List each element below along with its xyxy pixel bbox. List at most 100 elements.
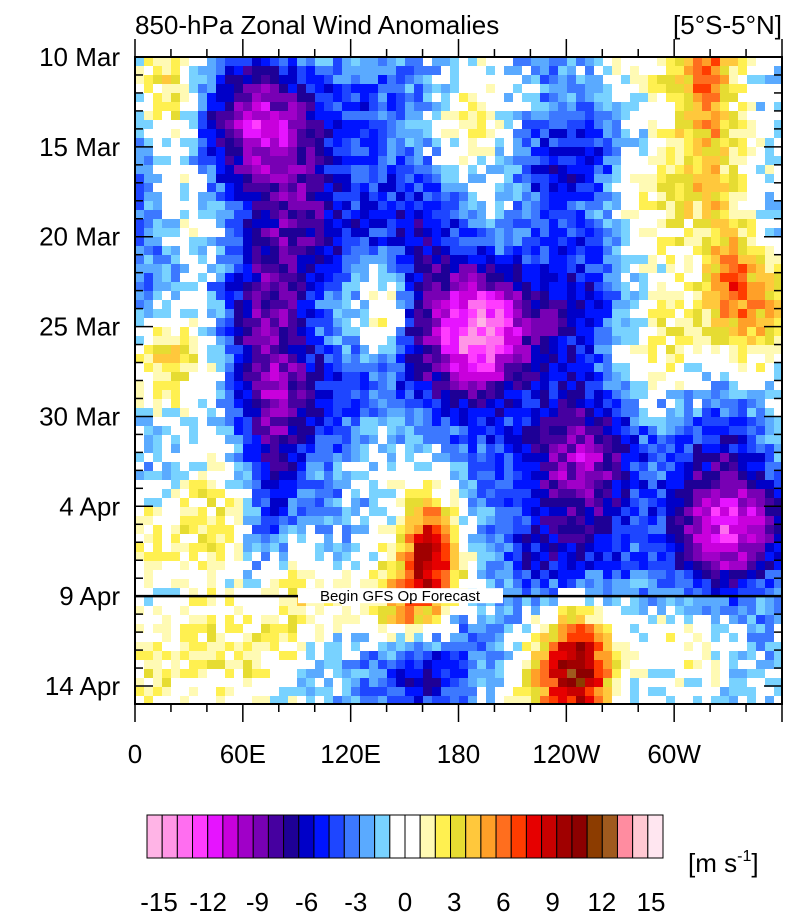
heat-cell [351, 219, 361, 229]
heat-cell [342, 165, 352, 175]
heat-cell [333, 453, 343, 463]
heat-cell [405, 516, 415, 526]
heat-cell [747, 192, 757, 202]
heat-cell [738, 327, 748, 337]
heat-cell [657, 408, 667, 418]
heat-cell [468, 210, 478, 220]
heat-cell [504, 327, 514, 337]
heat-cell [567, 435, 577, 445]
heat-cell [756, 120, 766, 130]
heat-cell [702, 462, 712, 472]
heat-cell [477, 372, 487, 382]
heat-cell [333, 111, 343, 121]
heat-cell [702, 210, 712, 220]
heat-cell [180, 327, 190, 337]
heat-cell [261, 165, 271, 175]
heat-cell [567, 201, 577, 211]
heat-cell [522, 300, 532, 310]
heat-cell [756, 408, 766, 418]
heat-cell [216, 165, 226, 175]
heat-cell [729, 426, 739, 436]
heat-cell [261, 552, 271, 562]
heat-cell [666, 219, 676, 229]
heat-cell [423, 75, 433, 85]
heat-cell [720, 264, 730, 274]
heat-cell [216, 498, 226, 508]
heat-cell [423, 534, 433, 544]
heat-cell [162, 156, 172, 166]
heat-cell [513, 264, 523, 274]
heat-cell [441, 543, 451, 553]
heat-cell [540, 273, 550, 283]
heat-cell [342, 246, 352, 256]
heat-cell [288, 426, 298, 436]
heat-cell [135, 498, 145, 508]
heat-cell [648, 183, 658, 193]
heat-cell [711, 327, 721, 337]
heat-cell [333, 381, 343, 391]
heat-cell [720, 651, 730, 661]
heat-cell [522, 642, 532, 652]
heat-cell [576, 426, 586, 436]
heat-cell [423, 165, 433, 175]
heat-cell [441, 615, 451, 625]
heat-cell [270, 336, 280, 346]
heat-cell [585, 525, 595, 535]
heat-cell [522, 318, 532, 328]
heat-cell [306, 444, 316, 454]
heat-cell [414, 327, 424, 337]
heat-cell [675, 75, 685, 85]
heat-cell [477, 561, 487, 571]
heat-cell [702, 390, 712, 400]
heat-cell [612, 363, 622, 373]
heat-cell [306, 399, 316, 409]
heat-cell [261, 309, 271, 319]
heat-cell [468, 300, 478, 310]
heat-cell [225, 606, 235, 616]
heat-cell [666, 435, 676, 445]
heat-cell [585, 615, 595, 625]
heat-cell [207, 210, 217, 220]
heat-cell [684, 228, 694, 238]
heat-cell [540, 516, 550, 526]
heat-cell [171, 597, 181, 607]
heat-cell [738, 471, 748, 481]
heat-cell [648, 84, 658, 94]
heat-cell [612, 480, 622, 490]
heat-cell [477, 516, 487, 526]
heat-cell [315, 309, 325, 319]
heat-cell [477, 66, 487, 76]
heat-cell [477, 444, 487, 454]
heat-cell [621, 642, 631, 652]
heat-cell [153, 390, 163, 400]
heat-cell [531, 363, 541, 373]
heat-cell [495, 444, 505, 454]
heat-cell [549, 291, 559, 301]
heat-cell [675, 111, 685, 121]
heat-cell [630, 399, 640, 409]
heat-cell [342, 651, 352, 661]
heat-cell [729, 246, 739, 256]
heat-cell [369, 66, 379, 76]
heat-cell [522, 399, 532, 409]
heat-cell [360, 399, 370, 409]
heat-cell [207, 642, 217, 652]
heat-cell [180, 282, 190, 292]
heat-cell [657, 390, 667, 400]
heat-cell [540, 561, 550, 571]
heat-cell [531, 75, 541, 85]
heat-cell [558, 417, 568, 427]
heat-cell [342, 534, 352, 544]
heat-cell [531, 381, 541, 391]
heat-cell [378, 678, 388, 688]
heat-cell [144, 552, 154, 562]
heat-cell [621, 282, 631, 292]
heat-cell [369, 165, 379, 175]
heat-cell [540, 453, 550, 463]
heat-cell [693, 345, 703, 355]
heat-cell [666, 147, 676, 157]
heat-cell [324, 606, 334, 616]
heat-cell [504, 174, 514, 184]
heat-cell [351, 507, 361, 517]
heat-cell [675, 237, 685, 247]
